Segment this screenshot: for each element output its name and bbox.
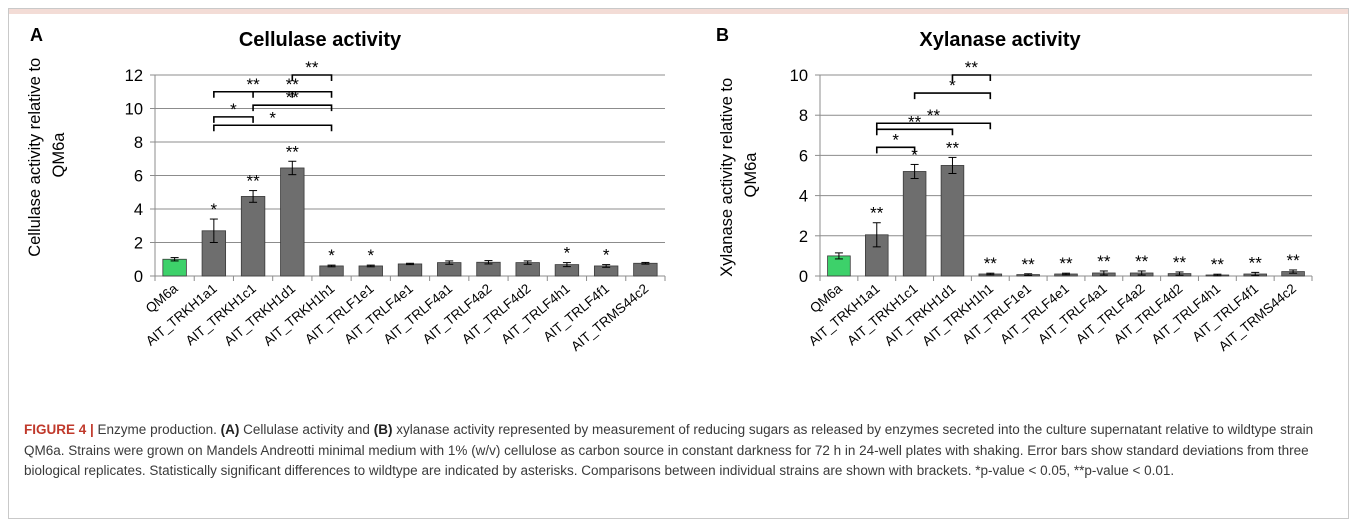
panel-a-y-tick-label: 4	[134, 201, 143, 219]
panel-a-comparison-bracket	[213, 116, 254, 123]
panel-b-significance-mark: *	[911, 145, 918, 164]
panel-b-y-tick-label: 8	[799, 107, 808, 125]
caption-title: Enzyme production.	[93, 422, 221, 437]
panel-a-bracket-label: **	[286, 75, 300, 94]
panel-b-chart: B Xylanase activity Xylanase activity re…	[716, 25, 1313, 354]
caption-text-2: xylanase activity represented by measure…	[24, 422, 1314, 478]
figure-top-band	[9, 9, 1348, 14]
caption-panel-a-ref: (A)	[220, 422, 240, 437]
panel-b-bracket-label: **	[908, 112, 922, 131]
panel-a-y-axis-label-line2: QM6a	[50, 132, 68, 178]
panel-b-significance-mark: **	[1097, 252, 1111, 271]
caption-text-1: Cellulase activity and	[239, 422, 374, 437]
panel-a-significance-mark: **	[286, 142, 300, 161]
panel-a-comparison-bracket	[213, 124, 333, 132]
panel-b-bracket-label: *	[892, 130, 899, 149]
panel-a-bracket-label: **	[286, 88, 300, 107]
panel-b-bar	[902, 171, 927, 277]
panel-a-comparison-bracket	[252, 104, 333, 112]
panel-a-y-tick-label: 8	[134, 134, 143, 152]
panel-a-bar	[162, 258, 187, 277]
panel-a-significance-mark: *	[211, 200, 218, 219]
panel-a-significance-mark: *	[367, 246, 374, 265]
panel-b-letter: B	[716, 25, 729, 45]
panel-a-bracket-label: **	[305, 58, 319, 77]
panel-b-significance-mark: **	[1173, 253, 1187, 272]
panel-a-bar	[633, 262, 658, 277]
panel-a-y-axis-label: Cellulase activity relative to QM6a	[26, 53, 68, 257]
panel-a-bar	[319, 265, 344, 277]
panel-b-significance-mark: **	[1249, 253, 1263, 272]
panel-a-y-axis-label-line1: Cellulase activity relative to	[26, 58, 44, 257]
panel-b-bracket-label: *	[949, 76, 956, 95]
panel-b-y-tick-label: 0	[799, 268, 808, 286]
panel-a-significance-mark: **	[246, 172, 260, 191]
panel-b-significance-mark: **	[1022, 255, 1036, 274]
panel-a-bar	[280, 167, 305, 277]
panel-a-significance-mark: *	[603, 246, 610, 265]
panel-b-significance-mark: **	[946, 138, 960, 157]
panel-b-bar	[940, 165, 965, 277]
panel-b-title: Xylanase activity	[919, 29, 1081, 51]
panel-a-y-tick-label: 10	[125, 101, 143, 119]
panel-a-bracket-label: *	[269, 108, 276, 127]
caption-panel-b-ref: (B)	[373, 422, 393, 437]
panel-a-significance-mark: *	[564, 244, 571, 263]
panel-b-y-tick-label: 4	[799, 188, 808, 206]
panel-a-comparison-bracket	[291, 74, 333, 81]
panel-b-y-tick-label: 10	[790, 67, 808, 85]
panel-b-comparison-bracket	[951, 74, 992, 81]
figure-charts: A Cellulase activity Cellulase activity …	[26, 25, 1313, 354]
panel-a-significance-mark: *	[328, 246, 335, 265]
panel-a-y-tick-label: 6	[134, 168, 143, 186]
panel-b-significance-mark: **	[1135, 252, 1149, 271]
panel-a-y-tick-label: 12	[125, 67, 143, 85]
panel-a-bracket-label: *	[230, 100, 237, 119]
panel-b-significance-mark: **	[870, 204, 884, 223]
caption-figure-label: FIGURE 4 |	[24, 422, 94, 437]
panel-a-y-tick-label: 0	[134, 268, 143, 286]
panel-b-y-axis-label-line1: Xylanase activity relative to	[718, 78, 736, 277]
panel-a-bracket-label: **	[246, 75, 260, 94]
panel-a-chart: A Cellulase activity Cellulase activity …	[26, 25, 666, 354]
caption-pvalue-note: *p-value < 0.05, **p-value < 0.01.	[975, 463, 1175, 478]
panel-a-bar	[358, 265, 383, 277]
panel-b-bracket-label: **	[927, 106, 941, 125]
figure-caption: FIGURE 4 | Enzyme production. (A) Cellul…	[24, 420, 1334, 482]
panel-a-y-tick-label: 2	[134, 235, 143, 253]
panel-a-bar	[240, 196, 266, 277]
panel-b-comparison-bracket	[875, 122, 992, 130]
panel-b-significance-mark: **	[1286, 251, 1300, 270]
figure-frame	[8, 8, 1349, 519]
panel-b-comparison-bracket	[913, 92, 992, 100]
panel-a-letter: A	[30, 25, 43, 45]
panel-b-significance-mark: **	[984, 254, 998, 273]
panel-a-title: Cellulase activity	[239, 29, 402, 51]
panel-b-y-tick-label: 6	[799, 147, 808, 165]
panel-a-bar	[397, 263, 423, 277]
panel-b-significance-mark: **	[1059, 254, 1073, 273]
panel-b-y-axis-label: Xylanase activity relative to QM6a	[718, 73, 760, 277]
panel-b-bracket-label: **	[965, 58, 979, 77]
panel-b-significance-mark: **	[1211, 255, 1225, 274]
panel-b-comparison-bracket	[875, 146, 916, 154]
panel-b-comparison-bracket	[875, 128, 954, 136]
panel-b-y-axis-label-line2: QM6a	[742, 152, 760, 198]
panel-a-comparison-bracket	[252, 90, 333, 98]
panel-b-y-tick-label: 2	[799, 228, 808, 246]
